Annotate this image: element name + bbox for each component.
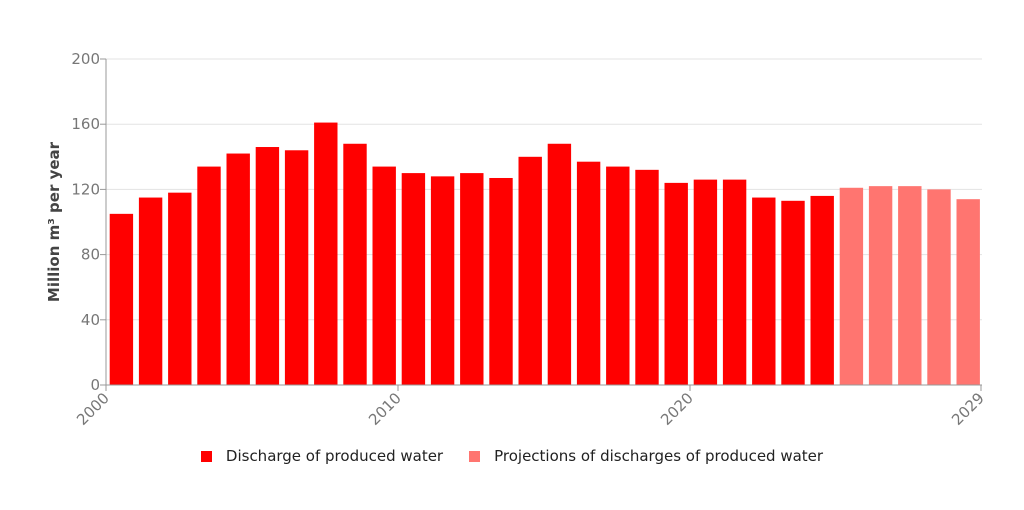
legend-label-discharge: Discharge of produced water: [225, 447, 444, 465]
bar-2026[interactable]: [868, 186, 893, 385]
legend: Discharge of produced water Projections …: [0, 447, 1024, 465]
bar-2017[interactable]: [606, 166, 630, 385]
bar-2018[interactable]: [635, 169, 659, 385]
bar-2015[interactable]: [547, 143, 572, 385]
legend-swatch-projections: [469, 450, 481, 462]
bar-2020[interactable]: [693, 179, 718, 385]
y-tick-label-200: 200: [71, 50, 100, 68]
bar-2011[interactable]: [430, 176, 455, 385]
gridlines: [106, 58, 982, 321]
bar-2023[interactable]: [781, 200, 805, 385]
x-tick-label-2000: 2000: [73, 389, 113, 429]
bar-2010[interactable]: [401, 173, 426, 385]
x-tick-label-2020: 2020: [657, 389, 697, 429]
bar-2006[interactable]: [284, 150, 309, 385]
bar-2022[interactable]: [752, 197, 776, 385]
y-tick-label-40: 40: [81, 311, 100, 329]
y-tick-label-80: 80: [81, 246, 100, 264]
bar-2027[interactable]: [898, 186, 922, 385]
bar-2029[interactable]: [956, 199, 980, 385]
y-tick-label-160: 160: [71, 115, 100, 133]
y-tick-labels: 0 40 80 120 160 200: [71, 50, 100, 394]
bar-2028[interactable]: [927, 189, 951, 385]
x-tick-label-2010: 2010: [365, 389, 405, 429]
legend-swatch-discharge: [200, 450, 212, 462]
bar-2008[interactable]: [343, 143, 367, 385]
legend-label-projections: Projections of discharges of produced wa…: [494, 447, 824, 465]
x-tick-labels: 2000 2010 2020 2029: [73, 389, 988, 429]
bar-2007[interactable]: [314, 122, 338, 385]
bar-2003[interactable]: [197, 166, 221, 385]
bar-2002[interactable]: [168, 192, 192, 385]
axes: [100, 58, 982, 391]
bar-2024[interactable]: [810, 195, 834, 385]
x-tick-label-2029: 2029: [948, 389, 988, 429]
bar-2012[interactable]: [460, 173, 484, 385]
bar-2005[interactable]: [255, 147, 280, 385]
legend-item-discharge[interactable]: Discharge of produced water: [200, 447, 444, 465]
bar-chart: 0 40 80 120 160 200 2000 2010 2020 2029 Million …: [45, 50, 988, 429]
bar-2025[interactable]: [839, 187, 864, 385]
bar-2013[interactable]: [489, 177, 513, 385]
legend-item-projections[interactable]: Projections of discharges of produced wa…: [469, 447, 823, 465]
y-tick-label-120: 120: [71, 180, 100, 198]
bar-2004[interactable]: [226, 153, 250, 385]
bar-2019[interactable]: [664, 182, 688, 385]
bars: [109, 122, 980, 385]
bar-2000[interactable]: [109, 213, 134, 385]
bar-2001[interactable]: [138, 197, 163, 385]
bar-2009[interactable]: [372, 166, 396, 385]
y-axis-label: Million m³ per year: [45, 141, 63, 302]
bar-2016[interactable]: [576, 161, 601, 385]
y-tick-label-0: 0: [90, 376, 100, 394]
bar-2021[interactable]: [722, 179, 747, 385]
bar-2014[interactable]: [518, 156, 542, 385]
